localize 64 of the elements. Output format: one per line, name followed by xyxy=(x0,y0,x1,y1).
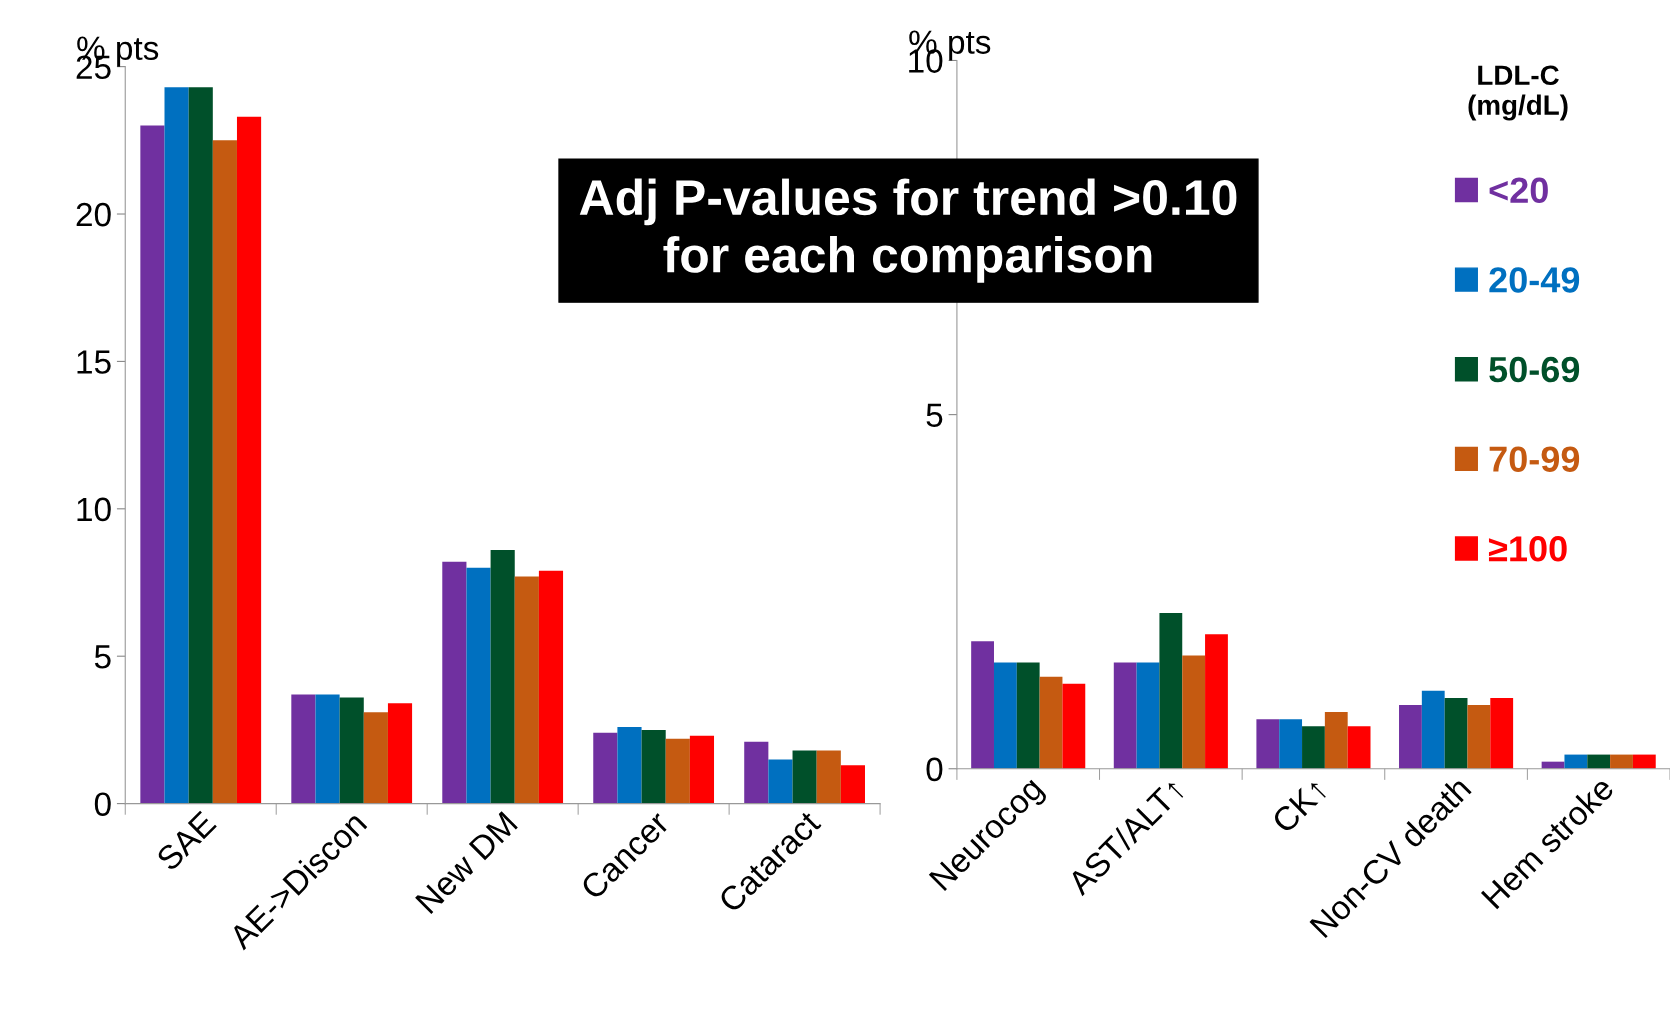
bar xyxy=(792,750,817,804)
bar xyxy=(1324,712,1348,769)
bar xyxy=(442,561,467,804)
y-tick-label: 0 xyxy=(94,792,111,817)
bar xyxy=(1256,719,1280,769)
bar xyxy=(140,125,165,804)
bar xyxy=(1016,662,1040,769)
bar xyxy=(466,567,491,804)
annotation: Adj P-values for trend >0.10 for each comparison xyxy=(579,178,1237,283)
bar xyxy=(641,729,666,804)
bar xyxy=(212,140,237,804)
bar xyxy=(816,750,841,804)
bar xyxy=(339,697,364,804)
bar xyxy=(387,703,413,804)
y-tick-label: 10 xyxy=(77,497,111,522)
legend-label: 50-69 xyxy=(1489,356,1580,383)
legend-label: 20-49 xyxy=(1489,267,1580,293)
y-tick-label: 5 xyxy=(94,645,111,669)
bar xyxy=(1039,676,1063,769)
bar xyxy=(1421,690,1445,769)
bar xyxy=(1587,754,1611,769)
bar xyxy=(744,741,769,804)
bar xyxy=(188,87,213,804)
bar xyxy=(1205,634,1228,769)
bar xyxy=(291,694,316,804)
bar xyxy=(236,116,262,804)
bar xyxy=(617,726,642,804)
bar xyxy=(514,576,539,804)
bar xyxy=(1467,705,1491,769)
bar xyxy=(1279,719,1303,769)
bar xyxy=(1113,662,1137,769)
bar xyxy=(1610,754,1633,769)
y-tick-label: 15 xyxy=(77,350,111,374)
bar xyxy=(1182,655,1206,769)
bar xyxy=(665,738,690,804)
bar xyxy=(768,759,793,804)
bar xyxy=(1062,683,1086,769)
y-tick-label: 5 xyxy=(926,403,943,428)
bar xyxy=(840,765,865,804)
bar xyxy=(1347,726,1371,769)
legend-label: ≥100 xyxy=(1488,536,1567,562)
bar xyxy=(164,87,189,804)
legend-title: LDL-C (mg/dL) xyxy=(1468,65,1568,121)
bar xyxy=(593,732,618,804)
bar xyxy=(1159,612,1183,769)
bar xyxy=(490,550,515,804)
bar xyxy=(1399,705,1422,769)
x-tick-label: CK↑ xyxy=(1270,777,1329,835)
bar xyxy=(1302,726,1325,769)
bar xyxy=(971,641,994,769)
bar xyxy=(1444,697,1468,769)
bar xyxy=(993,662,1017,769)
bar xyxy=(1632,754,1656,769)
bar xyxy=(363,712,388,804)
bar xyxy=(1490,697,1514,769)
y-tick-label: 0 xyxy=(926,757,943,782)
legend-label: <20 xyxy=(1489,177,1548,204)
legend-label: 70-99 xyxy=(1489,446,1580,472)
y-tick-label: 20 xyxy=(76,202,111,227)
bar xyxy=(315,694,340,804)
bar xyxy=(538,570,564,804)
bar xyxy=(1136,662,1160,769)
bar xyxy=(689,735,715,804)
bar xyxy=(1564,754,1588,769)
